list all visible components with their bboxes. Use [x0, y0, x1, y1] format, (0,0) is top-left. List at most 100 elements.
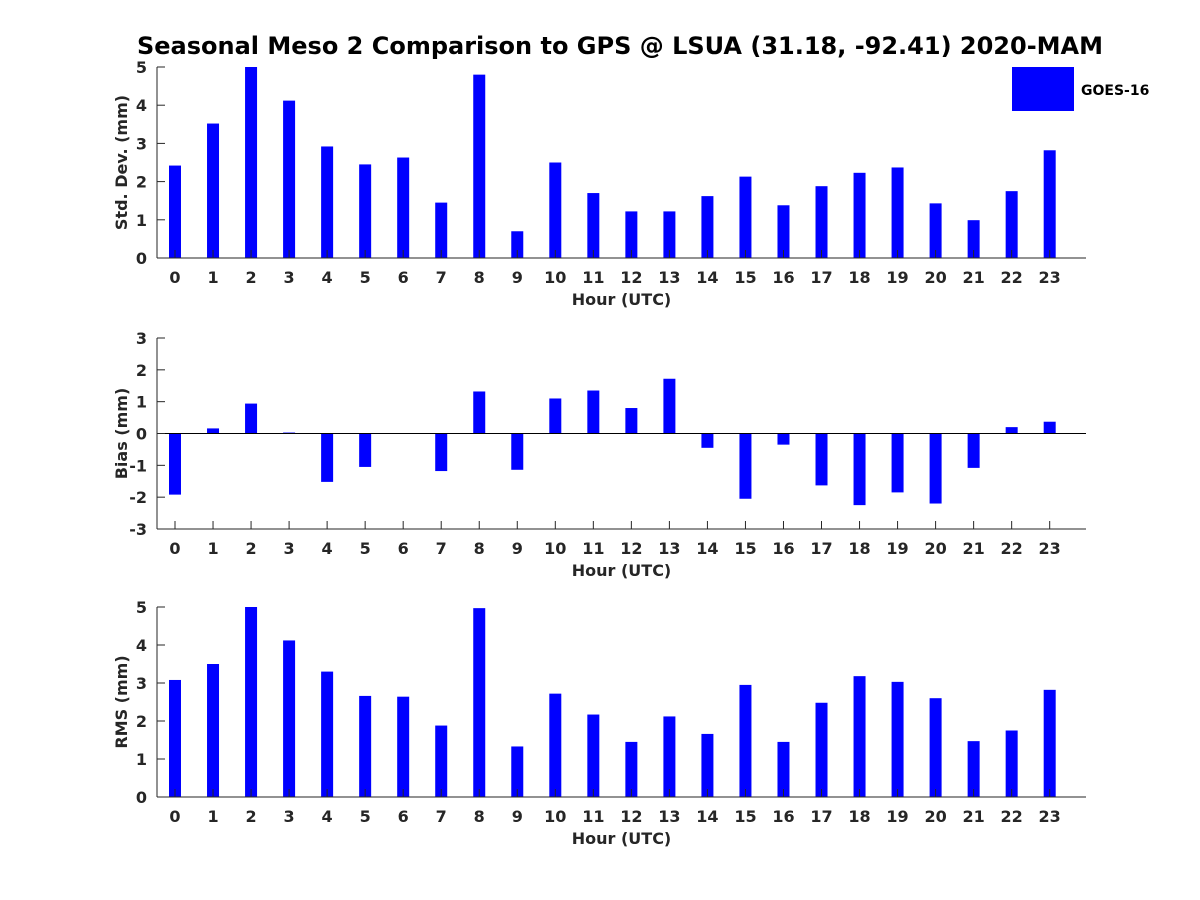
bias-y-tick-label: 0 [136, 425, 147, 444]
bias-x-tick-label: 5 [360, 539, 371, 558]
bias-bar-13 [663, 378, 676, 434]
rms-x-tick-label: 18 [848, 807, 870, 826]
bias-x-tick-label: 17 [810, 539, 832, 558]
rms-x-tick-label: 15 [734, 807, 756, 826]
bias-bar-2 [245, 403, 258, 434]
std-dev-x-tick-label: 20 [924, 268, 946, 287]
bias-x-tick-label: 2 [245, 539, 256, 558]
rms-y-tick-label: 4 [136, 636, 147, 655]
bias-x-tick-label: 8 [474, 539, 485, 558]
rms-x-tick-label: 7 [436, 807, 447, 826]
rms-bar-1 [207, 664, 220, 797]
std-dev-x-tick-label: 21 [962, 268, 984, 287]
std-dev-bar-12 [625, 211, 638, 258]
bias-y-tick-label: -3 [129, 520, 147, 539]
bias-bar-18 [853, 433, 866, 506]
bias-bar-11 [587, 390, 600, 434]
rms-x-tick-label: 14 [696, 807, 718, 826]
bias-x-tick-label: 3 [284, 539, 295, 558]
rms-x-tick-label: 13 [658, 807, 680, 826]
bias-x-tick-label: 13 [658, 539, 680, 558]
rms-x-tick-label: 17 [810, 807, 832, 826]
std-dev-bar-22 [1005, 191, 1018, 258]
std-dev-bar-5 [359, 164, 372, 258]
std-dev-bar-23 [1043, 150, 1056, 258]
std-dev-bar-19 [891, 167, 904, 258]
bias-bar-15 [739, 433, 752, 499]
std-dev-x-tick-label: 9 [512, 268, 523, 287]
bias-x-tick-label: 21 [962, 539, 984, 558]
rms-x-tick-label: 9 [512, 807, 523, 826]
rms-y-tick-label: 5 [136, 598, 147, 617]
bias-x-tick-label: 14 [696, 539, 718, 558]
std-dev-x-tick-label: 2 [245, 268, 256, 287]
bias-bar-23 [1043, 421, 1056, 434]
std-dev-x-tick-label: 1 [207, 268, 218, 287]
std-dev-bar-20 [929, 203, 942, 258]
std-dev-bar-15 [739, 176, 752, 258]
std-dev-y-tick-label: 1 [136, 211, 147, 230]
bias-bar-4 [321, 433, 334, 482]
bias-x-tick-label: 19 [886, 539, 908, 558]
rms-bar-21 [967, 741, 980, 797]
std-dev-x-tick-label: 6 [398, 268, 409, 287]
std-dev-y-axis-label: Std. Dev. (mm) [112, 95, 131, 230]
rms-bar-9 [511, 746, 524, 797]
bias-bar-16 [777, 433, 790, 445]
rms-bar-22 [1005, 730, 1018, 797]
rms-x-tick-label: 1 [207, 807, 218, 826]
rms-x-tick-label: 19 [886, 807, 908, 826]
bias-bar-5 [359, 433, 372, 467]
bias-x-axis-label: Hour (UTC) [572, 561, 672, 580]
rms-bar-20 [929, 698, 942, 797]
std-dev-x-axis-label: Hour (UTC) [572, 290, 672, 309]
rms-bar-3 [283, 640, 296, 797]
bias-x-tick-label: 23 [1039, 539, 1061, 558]
rms-x-tick-label: 5 [360, 807, 371, 826]
std-dev-bar-21 [967, 220, 980, 258]
bias-x-tick-label: 0 [169, 539, 180, 558]
bias-y-tick-label: -2 [129, 488, 147, 507]
std-dev-bar-11 [587, 193, 600, 258]
rms-y-tick-label: 2 [136, 712, 147, 731]
bias-x-tick-label: 18 [848, 539, 870, 558]
rms-x-tick-label: 22 [1001, 807, 1023, 826]
rms-bar-19 [891, 681, 904, 797]
bias-x-tick-label: 6 [398, 539, 409, 558]
std-dev-x-tick-label: 23 [1039, 268, 1061, 287]
std-dev-bar-17 [815, 186, 828, 258]
rms-x-tick-label: 8 [474, 807, 485, 826]
rms-y-tick-label: 1 [136, 750, 147, 769]
bias-bar-20 [929, 433, 942, 504]
std-dev-x-tick-label: 10 [544, 268, 566, 287]
bias-bar-17 [815, 433, 828, 486]
chart-title: Seasonal Meso 2 Comparison to GPS @ LSUA… [137, 32, 1103, 60]
std-dev-bar-10 [549, 162, 562, 258]
rms-bar-16 [777, 741, 790, 797]
rms-bar-10 [549, 693, 562, 797]
rms-bar-4 [321, 671, 334, 797]
bias-bar-1 [207, 428, 220, 434]
std-dev-bar-9 [511, 231, 524, 258]
rms-bar-5 [359, 695, 372, 797]
rms-y-axis-label: RMS (mm) [112, 655, 131, 748]
std-dev-x-tick-label: 4 [322, 268, 333, 287]
std-dev-bar-3 [283, 100, 296, 259]
rms-x-tick-label: 23 [1039, 807, 1061, 826]
std-dev-bar-13 [663, 211, 676, 258]
std-dev-x-tick-label: 18 [848, 268, 870, 287]
bias-x-tick-label: 15 [734, 539, 756, 558]
bias-bar-10 [549, 398, 562, 434]
bias-x-tick-label: 10 [544, 539, 566, 558]
std-dev-bar-8 [473, 74, 486, 258]
std-dev-y-tick-label: 0 [136, 249, 147, 268]
bias-x-tick-label: 9 [512, 539, 523, 558]
bias-x-tick-label: 22 [1001, 539, 1023, 558]
bias-x-tick-label: 4 [322, 539, 333, 558]
bias-bar-21 [967, 433, 980, 468]
bias-y-tick-label: 2 [136, 361, 147, 380]
bias-bar-12 [625, 408, 638, 434]
rms-x-tick-label: 4 [322, 807, 333, 826]
rms-x-tick-label: 21 [962, 807, 984, 826]
